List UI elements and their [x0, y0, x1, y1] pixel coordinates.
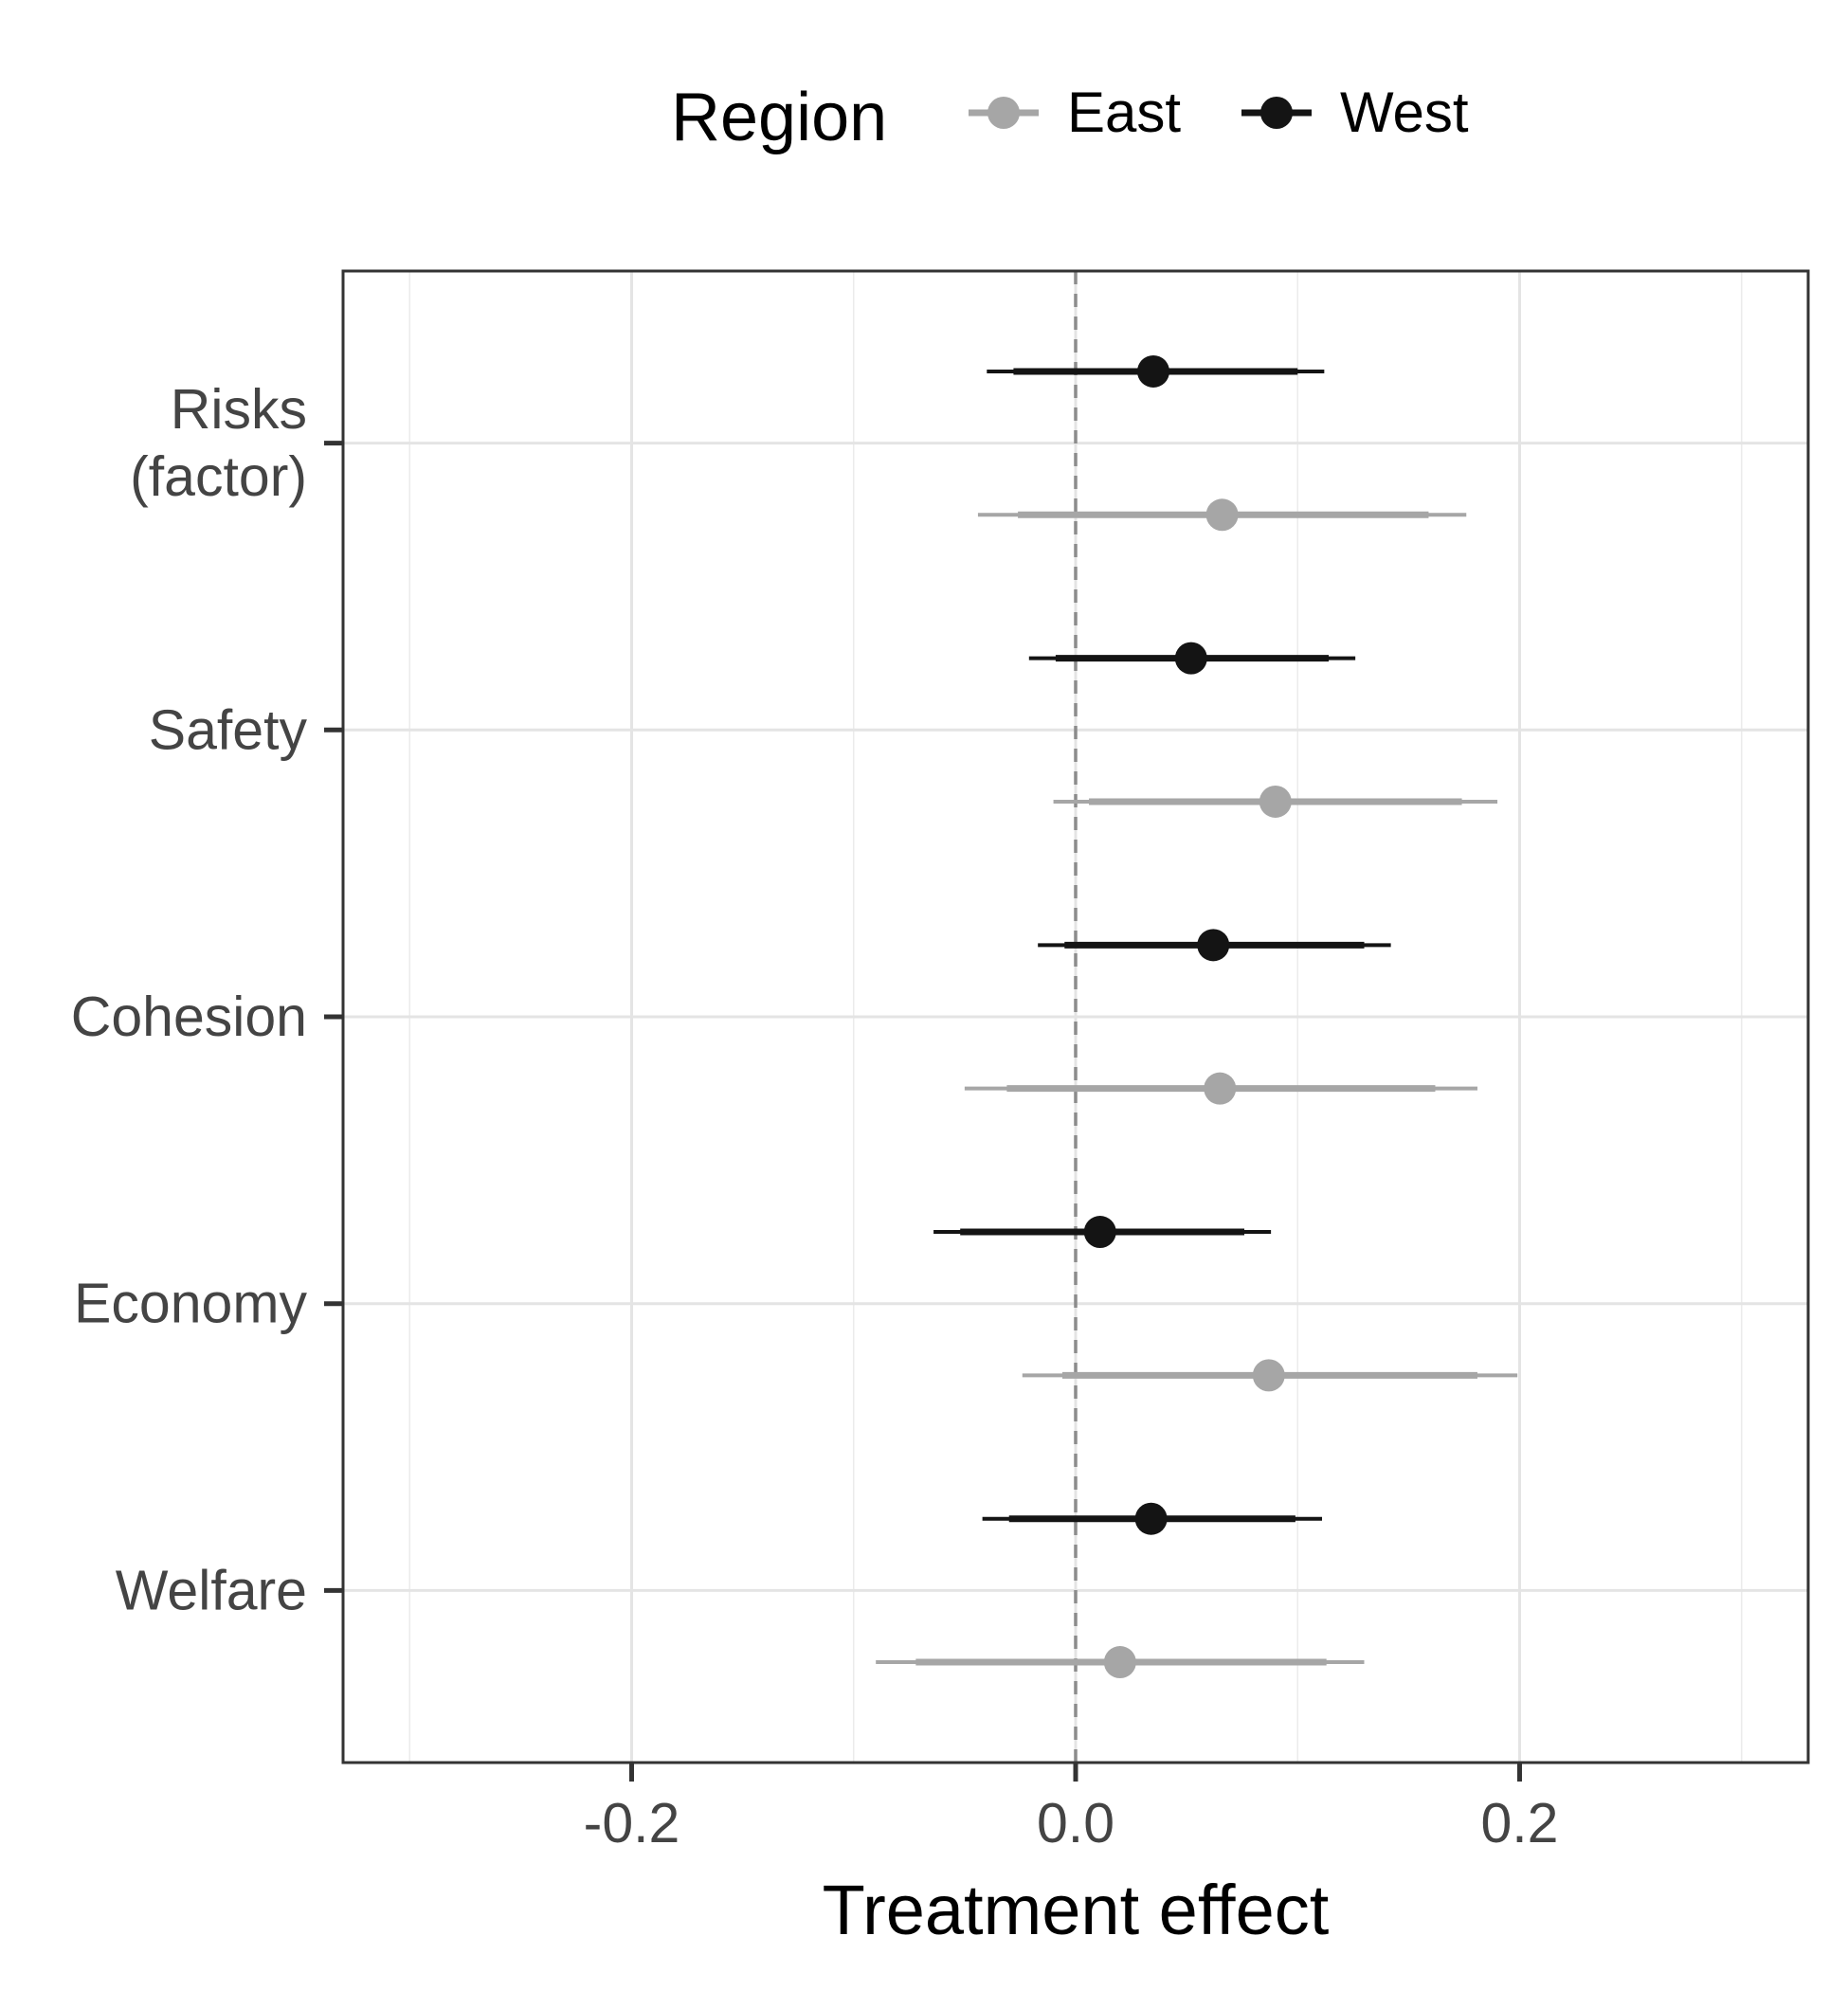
y-axis: Risks (factor) Safety Cohesion Economy Welfar… — [71, 378, 343, 1621]
y-tick-label-risks: Risks (factor) — [130, 378, 307, 508]
point-west-welfare-estimate — [1134, 1502, 1168, 1535]
legend-key-west — [1241, 97, 1312, 129]
legend-label-west: West — [1340, 81, 1469, 144]
chart-marks — [876, 354, 1518, 1679]
point-east-welfare-estimate — [1103, 1646, 1136, 1679]
point-west-economy-estimate — [1083, 1216, 1116, 1249]
point-east-safety-estimate — [1259, 785, 1292, 818]
point-west-safety-estimate — [1174, 642, 1207, 675]
x-axis: -0.2 0.0 0.2 — [584, 1763, 1559, 1854]
y-tick-label-line: (factor) — [130, 445, 307, 508]
y-tick-label-economy: Economy — [74, 1273, 307, 1335]
legend-label-east: East — [1067, 81, 1181, 144]
point-east-economy-estimate — [1252, 1359, 1285, 1392]
legend-title: Region — [671, 80, 887, 155]
point-west-cohesion-estimate — [1197, 929, 1230, 962]
y-tick-label-line: Risks — [171, 378, 307, 441]
y-tick-label-line: Welfare — [116, 1559, 307, 1621]
x-axis-label: Treatment effect — [823, 1871, 1330, 1949]
legend-key-east — [969, 97, 1039, 129]
point-east-risks-estimate — [1205, 498, 1239, 532]
y-tick-label-line: Economy — [74, 1273, 307, 1335]
x-tick-label: 0.2 — [1480, 1792, 1558, 1854]
x-tick-label: -0.2 — [584, 1792, 680, 1854]
legend: Region East West — [671, 80, 1469, 155]
point-east-cohesion-estimate — [1204, 1072, 1237, 1105]
y-tick-label-safety: Safety — [149, 698, 308, 761]
y-tick-label-line: Safety — [149, 698, 308, 761]
x-tick-label: 0.0 — [1037, 1792, 1114, 1854]
point-west-risks-estimate — [1136, 354, 1169, 388]
y-tick-label-welfare: Welfare — [116, 1559, 307, 1621]
y-tick-label-cohesion: Cohesion — [71, 986, 307, 1048]
y-tick-label-line: Cohesion — [71, 986, 307, 1048]
grid — [343, 271, 1808, 1763]
